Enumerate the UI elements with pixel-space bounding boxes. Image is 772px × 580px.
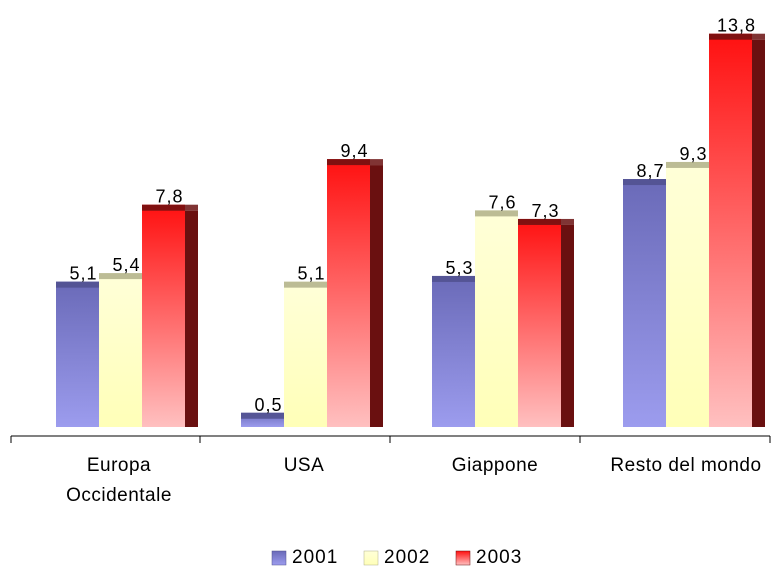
bar-cap [666,161,709,168]
data-label-2003-giappone: 7,3 [531,201,559,221]
bar-face [432,275,475,427]
legend-label-2003: 2003 [476,547,522,568]
data-label-2003-resto-del-mondo: 13,8 [717,16,756,36]
bar-2003-usa [327,159,383,427]
bar-cap [518,218,574,225]
bar-face [99,273,142,427]
x-tick-label-europa-occidentale: Europa Occidentale [66,455,172,506]
data-label-2003-europa-occidentale: 7,8 [155,187,183,207]
legend-swatch-2001 [271,550,287,566]
legend-item-2003: 2003 [455,547,522,568]
bar-2001-europa-occidentale [56,281,99,427]
bar-cap [56,281,99,288]
data-label-2002-europa-occidentale: 5,4 [112,255,140,275]
data-label-2001-usa: 0,5 [254,395,282,415]
legend-label-2001: 2001 [292,547,338,568]
bar-2001-usa [241,412,284,427]
bar-cap [432,275,475,282]
bar-cap [142,204,198,211]
bar-2002-resto-del-mondo [666,161,709,427]
data-labels-layer: 5,1 5,4 7,8 0,5 5,1 9,4 5,3 7,6 7,3 8,7 9,3 13,8 [69,16,756,415]
bar-face [284,281,327,427]
bar-2002-europa-occidentale [99,273,142,427]
bar-side [561,224,574,427]
bar-face [327,159,370,427]
bar-cap [709,33,765,40]
bar-cap [99,273,142,280]
legend-label-2002: 2002 [384,547,430,568]
data-label-2001-europa-occidentale: 5,1 [69,264,97,284]
bar-cap [623,179,666,186]
bar-2003-resto-del-mondo [709,33,765,427]
bar-face [709,33,752,427]
bars-layer [56,33,765,427]
bar-side [370,165,383,427]
bar-2001-giappone [432,275,475,427]
data-label-2002-usa: 5,1 [297,264,325,284]
bar-side [185,210,198,427]
bar-2001-resto-del-mondo [623,179,666,427]
bar-face [518,218,561,427]
bar-face [475,210,518,427]
bar-2003-giappone [518,218,574,427]
bar-cap [284,281,327,288]
bar-2003-europa-occidentale [142,204,198,427]
bar-face [142,204,185,427]
x-tick-label-resto-del-mondo: Resto del mondo [610,455,761,476]
data-label-2002-resto-del-mondo: 9,3 [679,144,707,164]
bar-face [623,179,666,427]
bar-face [56,281,99,427]
data-label-2002-giappone: 7,6 [488,192,516,212]
legend-item-2002: 2002 [363,547,430,568]
data-label-2001-giappone: 5,3 [445,258,473,278]
bar-2002-giappone [475,210,518,427]
x-tick-label-usa: USA [284,455,325,476]
bar-cap [475,210,518,217]
legend-item-2001: 2001 [271,547,338,568]
data-label-2003-usa: 9,4 [340,141,368,161]
legend-swatch-2003 [455,550,471,566]
bar-2002-usa [284,281,327,427]
x-axis: Europa Occidentale USA Giappone Resto del mo… [10,435,771,506]
legend-swatch-2002 [363,550,379,566]
bar-cap [241,412,284,419]
bar-cap [327,159,383,166]
x-tick-label-giappone: Giappone [452,455,538,476]
bar-side [752,39,765,427]
legend: 2001 2002 2003 [271,547,522,568]
bar-face [666,161,709,427]
data-label-2001-resto-del-mondo: 8,7 [636,161,664,181]
